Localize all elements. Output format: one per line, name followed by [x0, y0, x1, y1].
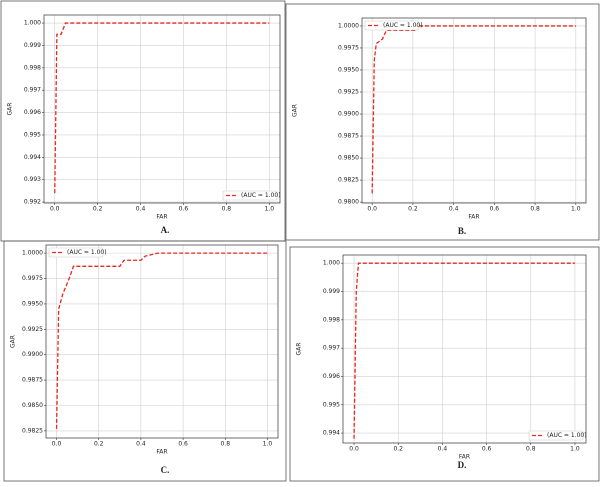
x-tick-label: 0.8: [220, 441, 230, 448]
legend-label: (AUC = 1.00): [241, 192, 281, 199]
x-tick-label: 0.4: [136, 441, 146, 448]
x-tick-label: 0.6: [178, 441, 188, 448]
y-tick-label: 0.997: [24, 87, 41, 94]
x-axis-label: FAR: [156, 449, 167, 456]
y-tick-label: 0.9925: [22, 326, 43, 333]
x-tick-label: 0.4: [449, 206, 459, 213]
y-tick-label: 0.997: [323, 345, 340, 352]
y-tick-label: 0.9950: [338, 66, 359, 73]
y-tick-label: 0.998: [323, 316, 340, 323]
y-tick-label: 0.995: [24, 131, 41, 138]
y-axis-label: GAR: [296, 343, 303, 356]
plot-frame: [45, 244, 279, 439]
y-tick-label: 0.9975: [338, 44, 359, 51]
x-tick-label: 0.6: [179, 206, 189, 213]
y-tick-label: 0.9950: [22, 300, 43, 307]
x-tick-label: 1.0: [263, 441, 273, 448]
y-tick-label: 0.994: [24, 154, 41, 161]
x-tick-label: 0.0: [52, 441, 62, 448]
y-tick-label: 1.000: [323, 260, 340, 267]
y-axis-label: GAR: [292, 104, 299, 117]
panel-border: [289, 246, 600, 482]
y-tick-label: 0.9900: [22, 351, 43, 358]
y-tick-label: 0.995: [323, 401, 340, 408]
panel-border: [3, 240, 287, 482]
y-tick-label: 0.9850: [338, 155, 359, 162]
legend-label: (AUC = 1.00): [547, 432, 587, 439]
y-tick-label: 1.0000: [22, 250, 43, 257]
y-tick-label: 0.993: [24, 176, 41, 183]
x-tick-label: 1.0: [570, 446, 580, 453]
y-tick-label: 0.999: [24, 42, 41, 49]
legend-box: [48, 247, 104, 258]
y-tick-label: 0.9975: [22, 275, 43, 282]
x-tick-label: 0.2: [93, 206, 103, 213]
legend-box: [222, 190, 278, 201]
x-tick-label: 0.0: [50, 206, 60, 213]
x-tick-label: 0.8: [526, 446, 536, 453]
panel: 0.0 0.2 0.4 0.6 0.8 1.0 0.9800 0.9825 0.9850 0.98…: [285, 3, 600, 241]
x-tick-label: 0.8: [222, 206, 232, 213]
y-tick-label: 0.9800: [338, 199, 359, 206]
legend-box: [528, 430, 584, 441]
legend-label: (AUC = 1.00): [383, 22, 423, 29]
panel-border: [285, 3, 600, 241]
x-tick-label: 0.6: [482, 446, 492, 453]
y-tick-label: 0.9875: [22, 377, 43, 384]
panel: 0.0 0.2 0.4 0.6 0.8 1.0 0.994 0.995 0.996 0.997 0.…: [289, 246, 600, 482]
y-tick-label: 1.0000: [338, 22, 359, 29]
y-tick-label: 0.992: [24, 199, 41, 206]
x-tick-label: 0.4: [136, 206, 146, 213]
x-tick-label: 0.0: [367, 206, 377, 213]
y-tick-label: 0.9875: [338, 133, 359, 140]
x-axis-label: FAR: [459, 454, 470, 461]
x-tick-label: 0.8: [530, 206, 540, 213]
x-tick-label: 0.2: [408, 206, 418, 213]
roc-line: [371, 25, 576, 194]
panel-caption: C.: [161, 465, 170, 475]
y-tick-label: 0.9825: [338, 177, 359, 184]
y-tick-label: 0.9850: [22, 402, 43, 409]
y-tick-label: 1.000: [24, 20, 41, 27]
x-tick-label: 1.0: [264, 206, 274, 213]
y-tick-label: 0.998: [24, 64, 41, 71]
x-tick-label: 0.6: [490, 206, 500, 213]
legend-box: [364, 20, 420, 31]
y-tick-label: 0.9900: [338, 111, 359, 118]
x-tick-label: 1.0: [571, 206, 581, 213]
panel-caption: A.: [161, 225, 170, 235]
x-tick-label: 0.2: [94, 441, 104, 448]
x-tick-label: 0.2: [393, 446, 403, 453]
y-tick-label: 0.9825: [22, 427, 43, 434]
plot-frame: [342, 254, 587, 444]
y-axis-label: GAR: [10, 335, 17, 348]
roc-line: [54, 22, 270, 194]
x-axis-label: FAR: [468, 214, 479, 221]
x-tick-label: 0.0: [349, 446, 359, 453]
legend-label: (AUC = 1.00): [67, 249, 107, 256]
y-tick-label: 0.9925: [338, 89, 359, 96]
roc-line: [353, 262, 575, 439]
plot-frame: [361, 17, 587, 204]
x-axis-label: FAR: [156, 214, 167, 221]
y-tick-label: 0.994: [323, 430, 340, 437]
y-tick-label: 0.999: [323, 288, 340, 295]
roc-line: [55, 252, 268, 429]
y-tick-label: 0.996: [323, 373, 340, 380]
panel: 0.0 0.2 0.4 0.6 0.8 1.0 0.9825 0.9850 0.9875 0.99…: [3, 240, 287, 482]
panel-caption: D.: [458, 460, 467, 470]
y-axis-label: GAR: [7, 103, 14, 116]
panel: 0.0 0.2 0.4 0.6 0.8 1.0 0.992 0.993 0.994 0.995 0.…: [0, 0, 286, 242]
plot-frame: [43, 14, 281, 204]
x-tick-label: 0.4: [438, 446, 448, 453]
panel-caption: B.: [458, 226, 466, 236]
y-tick-label: 0.996: [24, 109, 41, 116]
